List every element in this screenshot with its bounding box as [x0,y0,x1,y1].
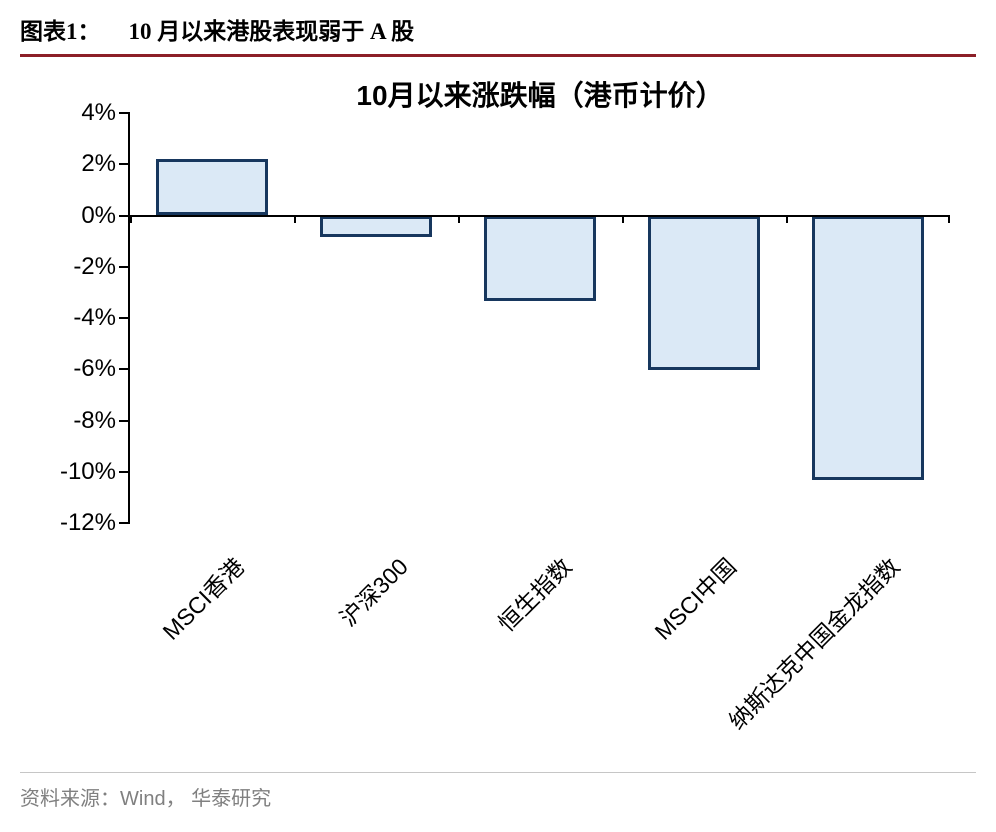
chart-bar [648,216,760,370]
y-axis-tick [119,317,130,319]
x-axis-boundary-tick [786,215,788,223]
y-axis-tick-label: -12% [59,509,116,536]
header-divider [20,54,976,57]
x-axis-boundary-tick [948,215,950,223]
figure-header: 图表1： 10 月以来港股表现弱于 A 股 [20,12,976,46]
x-axis-category-label: 沪深300 [334,553,413,632]
chart-bar [320,216,432,237]
y-axis-tick [119,419,130,422]
x-axis-boundary-tick [458,215,460,223]
x-axis-boundary-tick [294,215,296,223]
y-axis-tick [119,368,130,371]
chart-title: 10月以来涨跌幅（港币计价） [356,80,724,111]
x-axis-category-label: 恒生指数 [493,553,577,637]
x-axis-zero-line [128,214,950,217]
figure-label: 图表1： [20,19,101,44]
figure-title: 10 月以来港股表现弱于 A 股 [128,19,415,44]
footer-divider [20,772,976,773]
y-axis-tick [119,214,130,217]
y-axis-tick-label: 0% [81,201,116,229]
x-axis-boundary-tick [130,215,132,223]
y-axis-tick-label: -2% [73,252,116,280]
y-axis-tick [119,112,130,114]
y-axis-tick-label: 2% [81,150,116,178]
x-axis-boundary-tick [622,215,624,223]
chart-bar [812,216,924,480]
y-axis-tick-label: -6% [73,355,116,383]
chart-bar [156,159,268,215]
y-axis-tick [119,265,130,268]
x-axis-category-label: MSCI香港 [157,553,249,645]
bar-chart: 4% 2% 0% -2% -4% -6% -8% -10% -12% MSCI香港 沪深300 恒生指… [59,99,950,735]
y-axis-tick-label: -10% [59,457,116,485]
y-axis-tick [119,522,130,524]
source-note: 资料来源：Wind， 华泰研究 [20,788,272,810]
y-axis-tick-label: 4% [81,99,116,126]
y-axis-tick [119,470,130,473]
y-axis-tick-label: -4% [73,304,116,331]
y-axis-tick [119,163,130,166]
chart-bar [484,216,596,301]
y-axis-tick-label: -8% [73,406,116,434]
x-axis-category-label: MSCI中国 [649,553,741,645]
x-axis-category-label: 纳斯达克中国金龙指数 [723,553,905,735]
